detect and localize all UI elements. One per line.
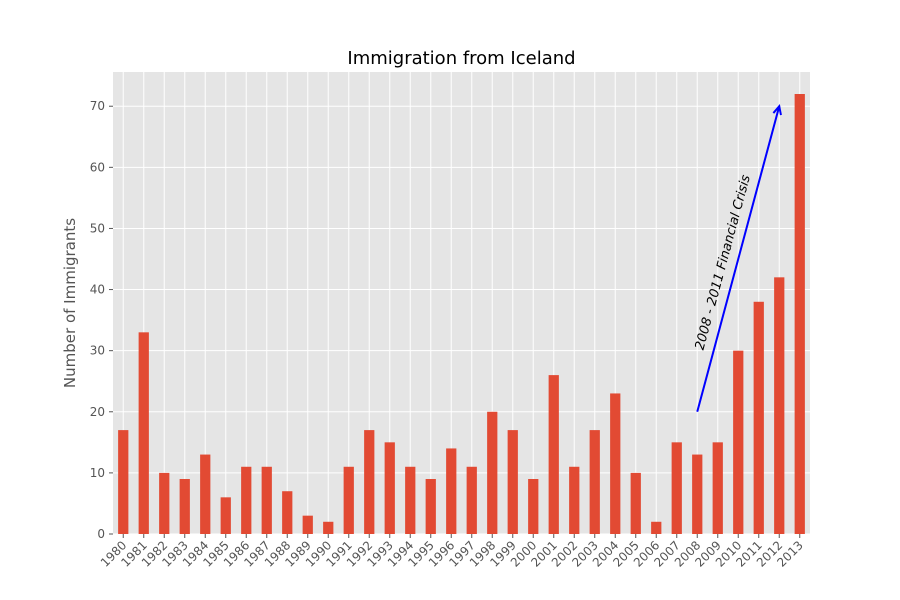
y-tick-label: 10 xyxy=(90,466,105,480)
bar-1990 xyxy=(323,521,334,534)
y-tick-label: 0 xyxy=(97,527,105,541)
bar-1982 xyxy=(159,472,170,534)
bar-2004 xyxy=(610,393,621,534)
bars xyxy=(118,94,805,534)
bar-1995 xyxy=(425,479,436,534)
bar-1980 xyxy=(118,430,129,534)
y-tick-label: 60 xyxy=(90,160,105,174)
bar-2011 xyxy=(753,301,764,534)
bar-1983 xyxy=(179,479,190,534)
bar-2006 xyxy=(651,521,662,534)
y-axis-label: Number of Immigrants xyxy=(61,218,79,388)
y-tick-label: 20 xyxy=(90,405,105,419)
bar-1999 xyxy=(507,430,518,534)
bar-1989 xyxy=(302,515,313,534)
bar-2008 xyxy=(692,454,703,534)
bar-2003 xyxy=(589,430,600,534)
bar-1997 xyxy=(466,466,477,534)
bar-1984 xyxy=(200,454,211,534)
bar-2012 xyxy=(774,277,785,534)
bar-1993 xyxy=(384,442,395,534)
bar-1998 xyxy=(487,411,498,534)
bar-1987 xyxy=(261,466,272,534)
y-tick-label: 70 xyxy=(90,99,105,113)
x-axis-ticks: 1980198119821983198419851986198719881989… xyxy=(98,534,806,570)
annotation-arrow-head xyxy=(772,104,782,116)
bar-2013 xyxy=(794,94,805,534)
chart-title: Immigration from Iceland xyxy=(347,48,575,69)
bar-1992 xyxy=(364,430,375,534)
y-tick-label: 40 xyxy=(90,283,105,297)
bar-2005 xyxy=(630,472,641,534)
y-axis-ticks: 0 10 20 30 40 50 60 70 xyxy=(90,99,113,541)
bar-1991 xyxy=(343,466,354,534)
bar-1986 xyxy=(241,466,252,534)
y-tick-label: 50 xyxy=(90,221,105,235)
bar-2010 xyxy=(733,350,744,534)
bar-2000 xyxy=(528,479,539,534)
bar-2002 xyxy=(569,466,580,534)
bar-1985 xyxy=(220,497,231,534)
bar-1981 xyxy=(138,332,149,534)
bar-1996 xyxy=(446,448,457,534)
bar-2001 xyxy=(548,375,559,534)
bar-1988 xyxy=(282,491,293,534)
bar-2009 xyxy=(712,442,723,534)
bar-1994 xyxy=(405,466,416,534)
y-tick-label: 30 xyxy=(90,344,105,358)
annotation-arrow-line xyxy=(696,105,781,413)
bar-2007 xyxy=(671,442,682,534)
